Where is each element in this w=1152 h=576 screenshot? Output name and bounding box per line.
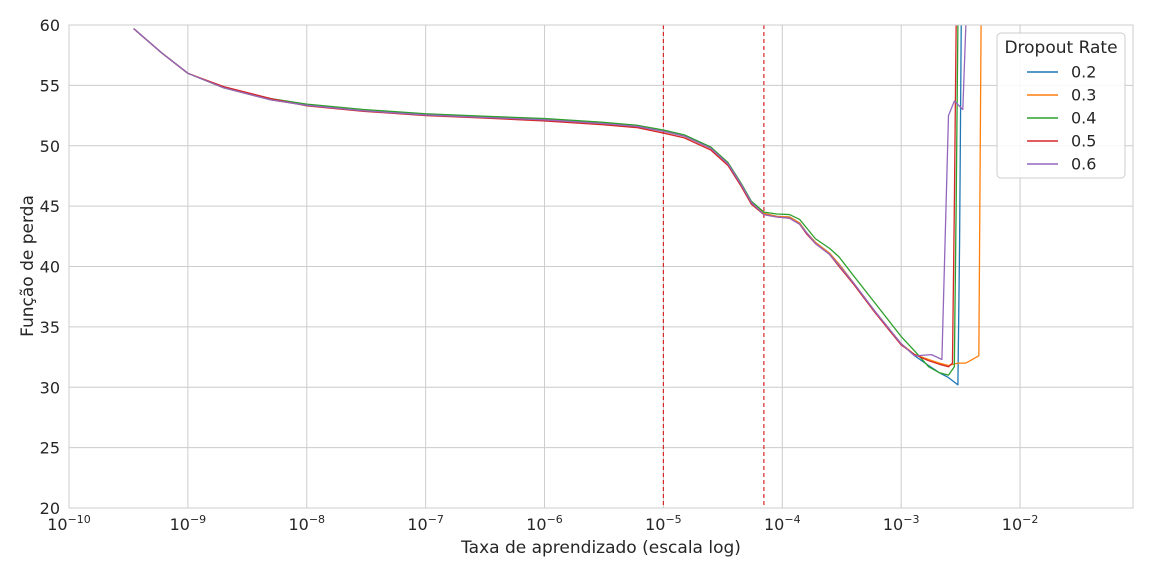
series-line-0.4	[133, 25, 959, 376]
x-tick-label: 10−9	[170, 513, 207, 534]
x-tick-label: 10−4	[764, 513, 801, 534]
legend-label: 0.4	[1071, 109, 1096, 128]
y-tick-labels: 20 25 30 35 40 45 50 55 60	[40, 16, 60, 518]
y-tick-label: 55	[40, 76, 60, 95]
y-tick-label: 60	[40, 16, 60, 35]
plot-frame	[68, 24, 1134, 509]
x-tick-label: 10−2	[1002, 513, 1039, 534]
x-tick-label: 10−8	[288, 513, 325, 534]
reference-lines	[662, 25, 765, 508]
legend-label: 0.5	[1071, 132, 1096, 151]
y-tick-label: 25	[40, 439, 60, 458]
legend-label: 0.3	[1071, 86, 1096, 105]
legend: Dropout Rate 0.2 0.3 0.4 0.5 0.6	[996, 32, 1126, 179]
y-tick-label: 50	[40, 137, 60, 156]
y-tick-label: 30	[40, 378, 60, 397]
x-tick-label: 10−3	[883, 513, 920, 534]
legend-entries: 0.2 0.3 0.4 0.5 0.6	[1027, 63, 1096, 174]
x-tick-label: 10−5	[645, 513, 682, 534]
y-tick-label: 35	[40, 318, 60, 337]
y-tick-label: 20	[40, 499, 60, 518]
x-tick-label: 10−7	[407, 513, 444, 534]
y-tick-label: 45	[40, 197, 60, 216]
x-axis-label: Taxa de aprendizado (escala log)	[460, 538, 741, 558]
series-lines	[133, 25, 982, 386]
x-tick-labels: 10−10 10−9 10−8 10−7 10−6 10−5 10−4 10−3 10−2	[47, 513, 1038, 534]
legend-label: 0.6	[1071, 155, 1096, 174]
x-tick-label: 10−10	[47, 513, 91, 534]
legend-title: Dropout Rate	[1004, 38, 1117, 58]
series-line-0.6	[133, 25, 967, 361]
legend-label: 0.2	[1071, 63, 1096, 82]
y-axis-label: Função de perda	[18, 195, 38, 337]
y-tick-label: 40	[40, 258, 60, 277]
x-tick-label: 10−6	[526, 513, 563, 534]
